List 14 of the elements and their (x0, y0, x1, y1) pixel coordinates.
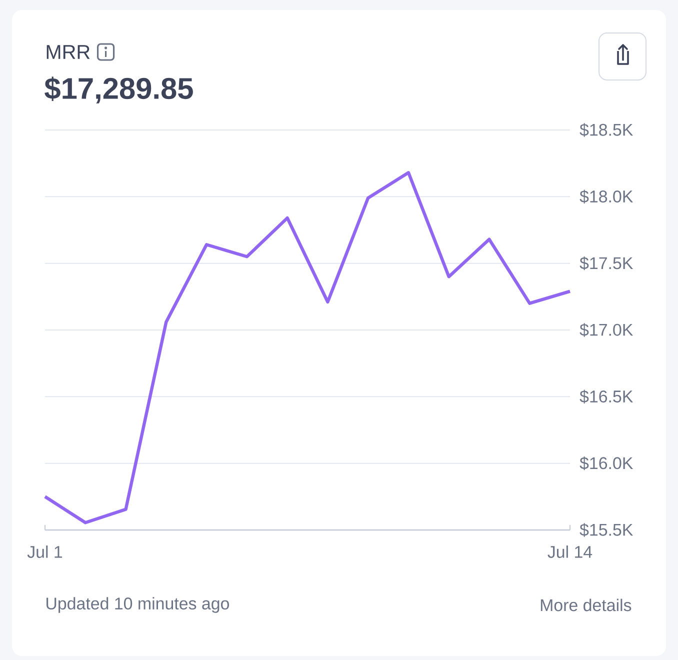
y-tick-label: $17.0K (580, 323, 634, 337)
y-tick-label: $18.0K (580, 190, 634, 204)
y-tick-label: $15.5K (580, 523, 634, 537)
y-tick-label: $18.5K (580, 123, 634, 137)
text: Updated 10 minutes ago (46, 597, 229, 613)
x-tick-label: Jul 14 (548, 546, 592, 558)
line-series (43, 171, 572, 524)
y-tick-label: $16.5K (580, 390, 634, 404)
x-tick-label: Jul 1 (27, 546, 62, 558)
y-tick-label: $16.0K (580, 456, 634, 470)
chart-title: MRR (46, 45, 90, 59)
text: More details (540, 598, 632, 612)
y-tick-label: $17.5K (580, 256, 634, 270)
chart-subtitle: $17,289.85 (44, 76, 193, 104)
